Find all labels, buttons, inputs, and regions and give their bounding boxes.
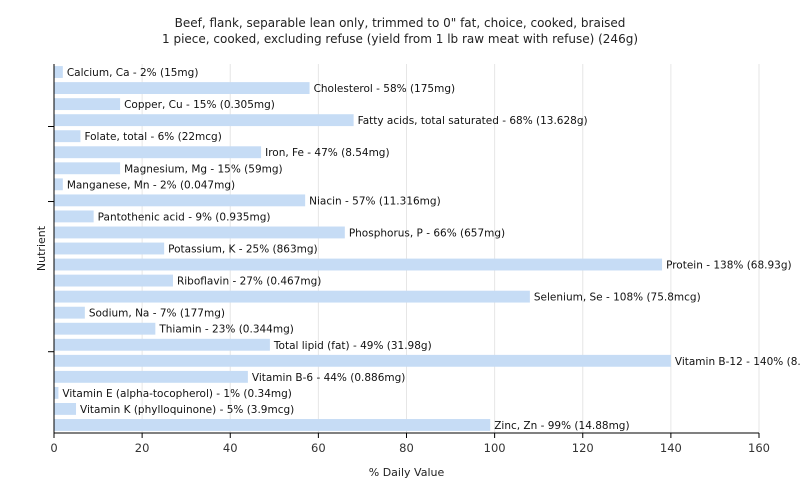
y-axis-title: Nutrient [35,225,48,271]
bar [54,419,491,431]
bar-label: Folate, total - 6% (22mcg) [84,131,221,143]
bar [54,114,354,127]
bar [54,402,77,415]
bar [54,338,270,351]
chart-title-line-2: 1 piece, cooked, excluding refuse (yield… [162,32,638,46]
bar [54,386,59,399]
bar [54,162,121,175]
bar [54,258,663,271]
bar [54,98,121,111]
bar [54,226,345,239]
bar [54,194,306,207]
bar [54,82,310,95]
bar-label: Niacin - 57% (11.316mg) [309,195,441,207]
bar-label: Vitamin K (phylloquinone) - 5% (3.9mcg) [80,404,294,416]
x-tick-label: 160 [748,441,770,455]
bar [54,146,262,159]
chart-title-line-1: Beef, flank, separable lean only, trimme… [174,16,626,30]
bar [54,130,81,143]
bar [54,322,156,335]
bar [54,242,165,255]
bar [54,306,85,319]
bar-label: Vitamin E (alpha-tocopherol) - 1% (0.34m… [62,388,292,400]
x-tick-label: 80 [399,441,414,455]
bar [54,370,248,383]
x-tick-label: 40 [223,441,238,455]
bar-label: Vitamin B-12 - 140% (8.39mcg) [675,356,800,368]
bar-label: Cholesterol - 58% (175mg) [314,83,456,95]
bar-labels: Calcium, Ca - 2% (15mg) Cholesterol - 58%… [62,67,800,432]
x-tick-label: 120 [572,441,594,455]
bar-label: Manganese, Mn - 2% (0.047mg) [67,179,235,191]
chart-title: Beef, flank, separable lean only, trimme… [0,15,800,47]
x-tick-label: 0 [50,441,57,455]
bar-label: Calcium, Ca - 2% (15mg) [67,67,199,79]
x-axis-title: % Daily Value [369,466,445,479]
x-tick-label: 20 [135,441,150,455]
bar-label: Selenium, Se - 108% (75.8mcg) [534,292,701,304]
x-tick-label: 60 [311,441,326,455]
bar [54,210,94,223]
bar-label: Total lipid (fat) - 49% (31.98g) [273,340,432,352]
axes: 0 20 40 60 80 100 120 140 160 [48,64,770,455]
bar-label: Protein - 138% (68.93g) [666,260,792,272]
bar-label: Vitamin B-6 - 44% (0.886mg) [252,372,406,384]
bar-label: Thiamin - 23% (0.344mg) [158,324,294,336]
bar-label: Magnesium, Mg - 15% (59mg) [124,163,283,175]
bar-label: Copper, Cu - 15% (0.305mg) [124,99,275,111]
bar-label: Fatty acids, total saturated - 68% (13.6… [358,115,588,127]
bar-label: Potassium, K - 25% (863mg) [168,244,318,256]
bar-label: Riboflavin - 27% (0.467mg) [177,276,321,288]
bar [54,290,530,303]
x-tick-label: 140 [660,441,682,455]
bar [54,354,671,367]
bar-label: Sodium, Na - 7% (177mg) [89,308,225,320]
bar-label: Phosphorus, P - 66% (657mg) [349,227,505,239]
bar-label: Iron, Fe - 47% (8.54mg) [265,147,389,159]
bar-label: Pantothenic acid - 9% (0.935mg) [98,211,271,223]
bar [54,274,173,287]
bar [54,66,63,78]
x-tick-label: 100 [484,441,506,455]
bar [54,178,63,191]
bar-label: Zinc, Zn - 99% (14.88mg) [494,420,629,432]
bars [54,66,671,431]
